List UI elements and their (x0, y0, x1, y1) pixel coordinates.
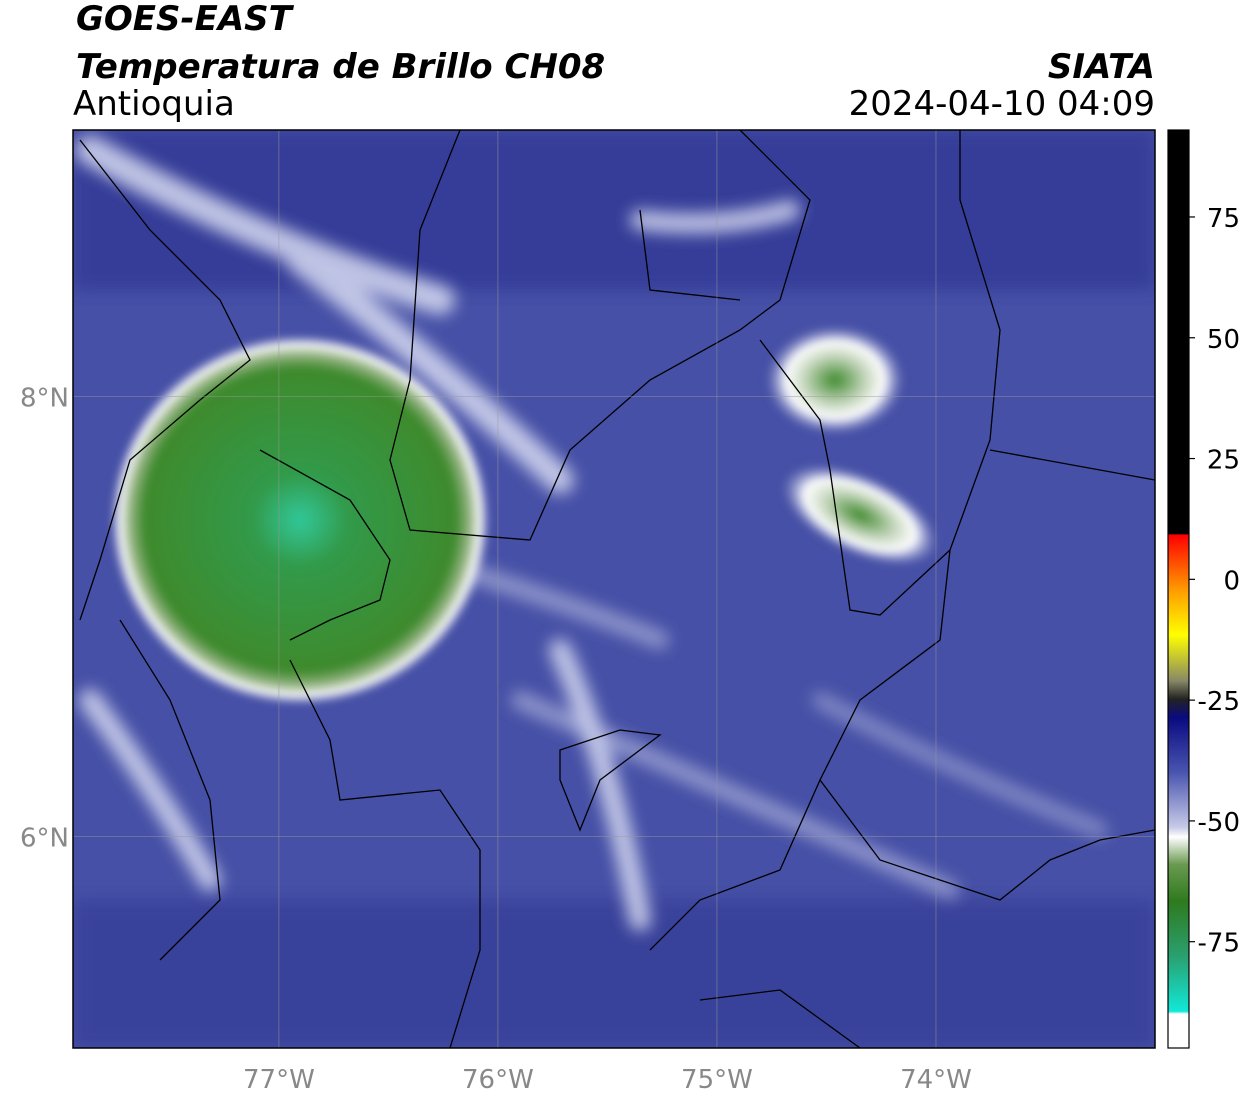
colorbar-label: 75 (1207, 204, 1240, 234)
region: Antioquia (73, 84, 235, 124)
satellite-image (73, 130, 1155, 1048)
lon-label: 77°W (243, 1065, 315, 1095)
colorbar-ticks: 75 50 25 0 -25 -50 -75 (1189, 204, 1240, 959)
datetime: 2024-04-10 04:09 (849, 84, 1155, 124)
title: GOES-EAST (76, 0, 295, 39)
lat-label: 8°N (20, 383, 69, 413)
colorbar (1167, 129, 1190, 1049)
source: SIATA (1048, 47, 1155, 87)
colorbar-label: -50 (1198, 808, 1240, 838)
graticule: 77°W 76°W 75°W 74°W 8°N 6°N (20, 130, 1155, 1095)
colorbar-label: 50 (1207, 325, 1240, 355)
map-frame (72, 129, 1156, 1049)
subtitle: Temperatura de Brillo CH08 (76, 47, 605, 87)
lon-label: 75°W (681, 1065, 753, 1095)
colorbar-label: 0 (1223, 566, 1240, 596)
colorbar-label: 25 (1207, 446, 1240, 476)
lon-label: 76°W (462, 1065, 534, 1095)
lon-label: 74°W (900, 1065, 972, 1095)
colorbar-label: -25 (1198, 687, 1240, 717)
lat-label: 6°N (20, 824, 69, 854)
colorbar-label: -75 (1198, 929, 1240, 959)
